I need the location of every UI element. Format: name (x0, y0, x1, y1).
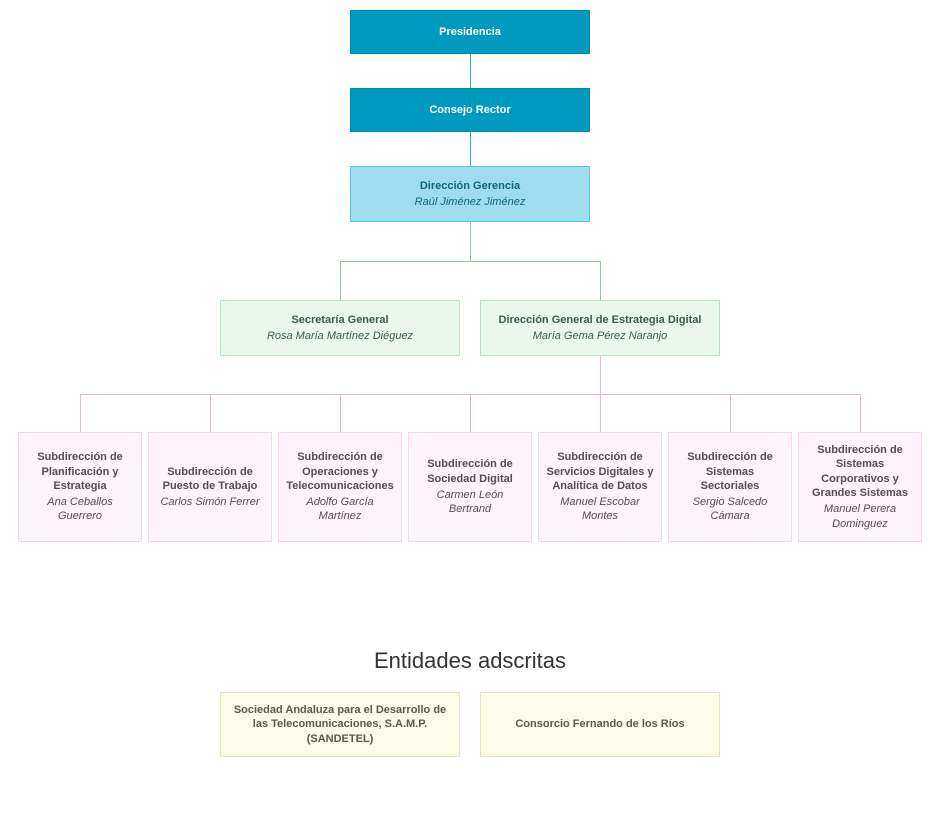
connector (860, 394, 861, 432)
node-subdireccion-6-person: Manuel Perera Dominguez (805, 502, 915, 531)
node-subdireccion-5: Subdirección de Sistemas SectorialesSerg… (668, 432, 792, 542)
node-subdireccion-2-title: Subdirección de Operaciones y Telecomuni… (285, 450, 395, 493)
node-subdireccion-1-person: Carlos Simón Ferrer (160, 495, 259, 509)
node-subdireccion-1: Subdirección de Puesto de TrabajoCarlos … (148, 432, 272, 542)
connector (470, 132, 471, 166)
node-direccion-gerencia-person: Raúl Jiménez Jiménez (415, 195, 526, 209)
node-subdireccion-4-title: Subdirección de Servicios Digitales y An… (545, 450, 655, 493)
node-dg-estrategia-title: Dirección General de Estrategia Digital (499, 313, 702, 327)
node-subdireccion-5-person: Sergio Salcedo Cámara (675, 495, 785, 524)
node-subdireccion-0-title: Subdirección de Planificación y Estrateg… (25, 450, 135, 493)
connector (600, 394, 601, 432)
node-subdireccion-2-person: Adolfo García Martínez (285, 495, 395, 524)
node-subdireccion-0-person: Ana Ceballos Guerrero (25, 495, 135, 524)
node-subdireccion-3: Subdirección de Sociedad DigitalCarmen L… (408, 432, 532, 542)
connector (210, 394, 211, 432)
node-secretaria-general-title: Secretaría General (291, 313, 388, 327)
connector (600, 356, 601, 394)
connector (470, 222, 471, 261)
node-subdireccion-6-title: Subdirección de Sistemas Corporativos y … (805, 443, 915, 500)
node-consejo: Consejo Rector (350, 88, 590, 132)
connector (340, 261, 600, 262)
node-secretaria-general-person: Rosa María Martínez Diéguez (267, 329, 413, 343)
node-subdireccion-6: Subdirección de Sistemas Corporativos y … (798, 432, 922, 542)
node-subdireccion-4: Subdirección de Servicios Digitales y An… (538, 432, 662, 542)
connector (80, 394, 81, 432)
entidad-box-0: Sociedad Andaluza para el Desarrollo de … (220, 692, 460, 757)
node-secretaria-general: Secretaría General Rosa María Martínez Di… (220, 300, 460, 356)
connector (340, 394, 341, 432)
node-presidencia: Presidencia (350, 10, 590, 54)
node-subdireccion-4-person: Manuel Escobar Montes (545, 495, 655, 524)
node-dg-estrategia: Dirección General de Estrategia Digital M… (480, 300, 720, 356)
node-subdireccion-3-person: Carmen León Bertrand (415, 488, 525, 517)
node-consejo-title: Consejo Rector (429, 103, 510, 117)
connector (340, 261, 341, 300)
connector (470, 394, 471, 432)
node-dg-estrategia-person: María Gema Pérez Naranjo (533, 329, 668, 343)
entidad-box-1: Consorcio Fernando de los Ríos (480, 692, 720, 757)
entidades-row: Sociedad Andaluza para el Desarrollo de … (0, 692, 940, 757)
node-subdireccion-3-title: Subdirección de Sociedad Digital (415, 457, 525, 486)
org-chart: Presidencia Consejo Rector Dirección Geren… (0, 0, 940, 600)
node-subdireccion-1-title: Subdirección de Puesto de Trabajo (155, 465, 265, 494)
entidades-heading: Entidades adscritas (0, 648, 940, 674)
connector (470, 54, 471, 88)
node-subdireccion-5-title: Subdirección de Sistemas Sectoriales (675, 450, 785, 493)
node-subdireccion-0: Subdirección de Planificación y Estrateg… (18, 432, 142, 542)
connector (600, 261, 601, 300)
node-direccion-gerencia: Dirección Gerencia Raúl Jiménez Jiménez (350, 166, 590, 222)
node-direccion-gerencia-title: Dirección Gerencia (420, 179, 520, 193)
node-presidencia-title: Presidencia (439, 25, 501, 39)
node-subdireccion-2: Subdirección de Operaciones y Telecomuni… (278, 432, 402, 542)
connector (730, 394, 731, 432)
entidades-section: Entidades adscritas Sociedad Andaluza pa… (0, 648, 940, 757)
